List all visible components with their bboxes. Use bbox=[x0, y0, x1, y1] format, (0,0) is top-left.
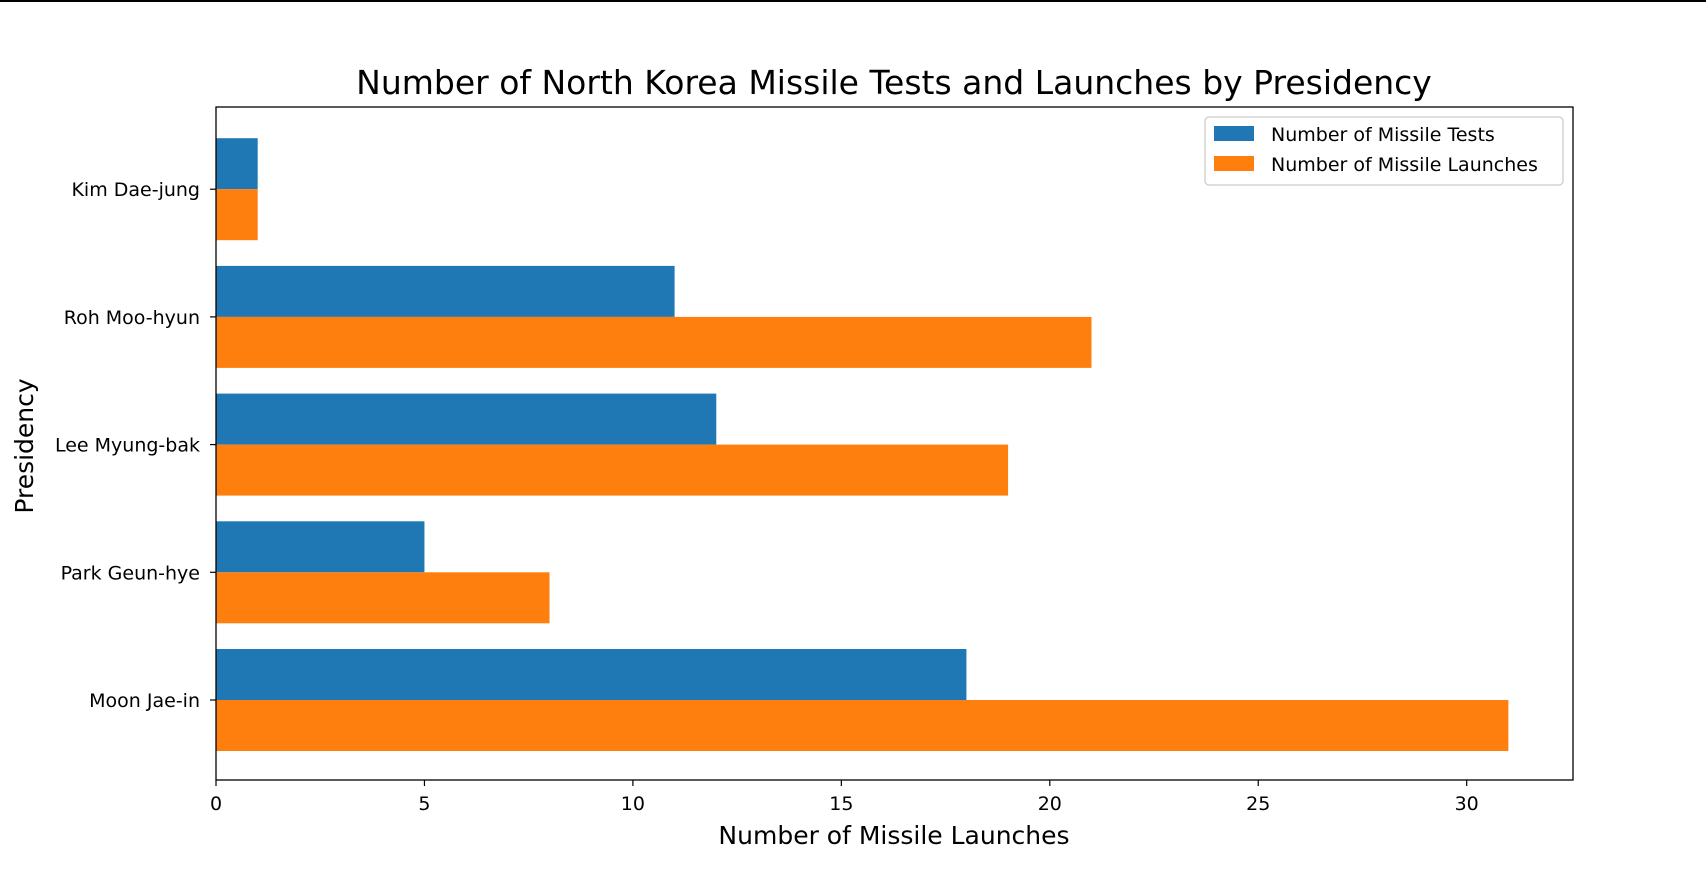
bar-number-of-missile-launches-moon-jae-in bbox=[216, 700, 1509, 751]
legend-swatch-missile-tests bbox=[1214, 126, 1254, 141]
bar-number-of-missile-launches-kim-dae-jung bbox=[216, 189, 258, 241]
bar-number-of-missile-launches-roh-moo-hyun bbox=[216, 316, 1092, 368]
legend-frame bbox=[1204, 116, 1564, 186]
plot-frame bbox=[215, 106, 1574, 781]
bar-number-of-missile-tests-kim-dae-jung bbox=[216, 138, 258, 190]
y-tick-label: Lee Myung-bak bbox=[55, 435, 200, 457]
bars-layer bbox=[216, 138, 1509, 751]
x-axis-ticks: 0 5 10 15 20 25 30 bbox=[210, 780, 1479, 815]
bar-number-of-missile-tests-park-geun-hye bbox=[216, 521, 425, 573]
x-axis-label: Number of Missile Launches bbox=[718, 821, 1069, 850]
y-tick-label: Moon Jae-in bbox=[89, 690, 200, 712]
x-tick-label: 25 bbox=[1246, 793, 1270, 815]
bar-number-of-missile-launches-lee-myung-bak bbox=[216, 444, 1009, 496]
legend-swatch-missile-launches bbox=[1214, 156, 1254, 171]
window-top-border bbox=[0, 0, 1706, 2]
x-tick-label: 30 bbox=[1455, 793, 1479, 815]
bar-number-of-missile-tests-moon-jae-in bbox=[216, 649, 967, 700]
bar-number-of-missile-tests-roh-moo-hyun bbox=[216, 265, 675, 317]
y-axis-ticks: Moon Jae-in Park Geun-hye Lee Myung-bak Roh… bbox=[55, 179, 216, 712]
y-tick-label: Roh Moo-hyun bbox=[64, 307, 200, 329]
x-tick-label: 0 bbox=[210, 793, 222, 815]
bar-number-of-missile-launches-park-geun-hye bbox=[216, 572, 550, 624]
legend: Number of Missile Tests Number of Missil… bbox=[1204, 116, 1564, 186]
bar-number-of-missile-tests-lee-myung-bak bbox=[216, 393, 717, 445]
legend-label-missile-tests: Number of Missile Tests bbox=[1271, 124, 1495, 146]
y-axis-label: Presidency bbox=[10, 378, 39, 514]
x-tick-label: 10 bbox=[621, 793, 645, 815]
x-tick-label: 20 bbox=[1038, 793, 1062, 815]
y-tick-label: Park Geun-hye bbox=[61, 562, 200, 584]
y-tick-label: Kim Dae-jung bbox=[71, 179, 200, 201]
legend-label-missile-launches: Number of Missile Launches bbox=[1271, 154, 1538, 176]
chart-title: Number of North Korea Missile Tests and … bbox=[356, 63, 1432, 102]
x-tick-label: 5 bbox=[418, 793, 430, 815]
x-tick-label: 15 bbox=[829, 793, 853, 815]
